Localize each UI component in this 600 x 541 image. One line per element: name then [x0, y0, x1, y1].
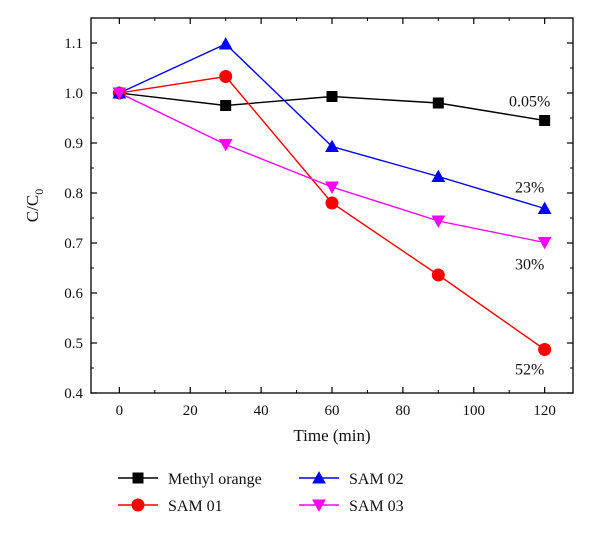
end-label-4: 30% [515, 257, 544, 274]
series-line-2 [119, 75, 546, 351]
series-line-4 [119, 92, 545, 244]
y-axis-title-main: C/C [23, 195, 42, 222]
end-label-2: 52% [515, 362, 544, 379]
x-tick-label: 40 [254, 403, 269, 419]
axis-text: 0 20 40 60 80 100 120 0.4 0.5 0.6 0.7 0.8 0.9 1.0 1.1 T… [23, 36, 556, 445]
series-point-3 [325, 139, 339, 152]
y-tick-label: 0.5 [64, 336, 83, 352]
series-point-1 [220, 100, 232, 111]
legend-marker [132, 472, 144, 484]
legend-marker [312, 471, 326, 484]
series-point-3 [431, 169, 446, 182]
legend: Methyl orange SAM 02 SAM 01 SAM 03 [118, 471, 404, 515]
series-markers [112, 37, 552, 356]
x-tick-label: 120 [533, 403, 556, 419]
y-tick-label: 1.1 [64, 36, 83, 52]
series-point-3 [218, 37, 233, 50]
y-tick-label: 0.6 [64, 286, 83, 302]
end-annotations: 0.05% 52% 23% 30% [509, 94, 550, 379]
series-point-3 [537, 201, 552, 214]
series-point-1 [326, 91, 338, 102]
series-point-2 [325, 196, 339, 210]
series-point-2 [538, 343, 552, 356]
series-point-4 [218, 139, 233, 152]
legend-label: Methyl orange [168, 471, 262, 488]
series-point-2 [219, 70, 233, 83]
x-tick-label: 20 [183, 403, 198, 419]
y-tick-label: 1.0 [64, 86, 83, 102]
legend-marker [131, 498, 145, 512]
x-tick-label: 100 [463, 403, 486, 419]
series-point-2 [431, 268, 445, 282]
y-tick-label: 0.9 [64, 136, 83, 152]
series-point-1 [539, 115, 551, 126]
series-point-4 [112, 87, 127, 100]
x-tick-label: 60 [325, 403, 340, 419]
legend-label: SAM 02 [349, 471, 404, 488]
end-label-1: 0.05% [509, 94, 550, 111]
y-axis-title-subscript: 0 [32, 189, 46, 195]
y-tick-label: 0.8 [64, 186, 83, 202]
legend-label: SAM 03 [349, 498, 404, 515]
x-tick-label: 80 [395, 403, 410, 419]
y-axis-title: C/C0 [23, 189, 46, 222]
series-point-4 [537, 237, 552, 250]
legend-label: SAM 01 [168, 498, 223, 515]
series-point-4 [431, 215, 446, 228]
x-axis-title: Time (min) [293, 426, 370, 445]
end-label-3: 23% [515, 180, 544, 197]
x-tick-label: 0 [116, 403, 124, 419]
legend-marker [312, 499, 326, 512]
series-point-1 [432, 97, 444, 109]
series-point-4 [325, 181, 339, 194]
y-tick-label: 0.4 [64, 386, 83, 402]
y-tick-label: 0.7 [64, 236, 83, 252]
plot-area [90, 17, 574, 394]
